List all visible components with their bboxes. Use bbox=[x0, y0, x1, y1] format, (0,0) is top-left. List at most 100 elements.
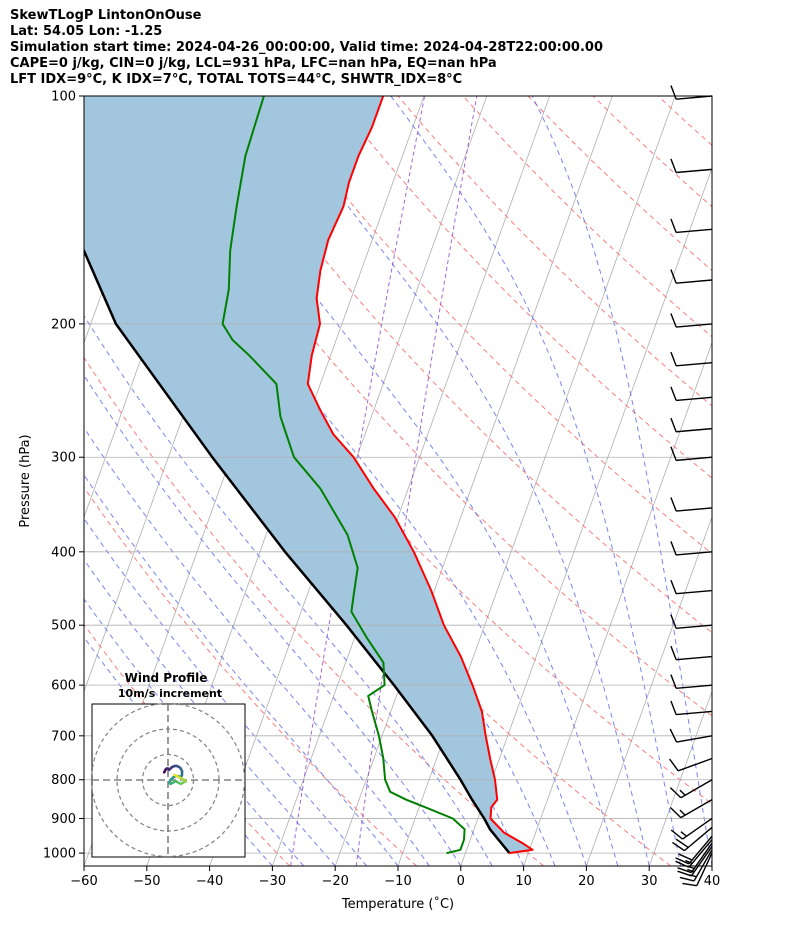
y-tick-label: 100 bbox=[51, 90, 76, 105]
barb-flag bbox=[669, 787, 682, 799]
title-times: Simulation start time: 2024-04-26_00:00:… bbox=[10, 40, 603, 55]
wind-barb bbox=[670, 541, 713, 556]
moist-adiabat-line bbox=[531, 96, 712, 866]
dry-adiabat-line bbox=[332, 96, 712, 479]
hodograph-segment bbox=[173, 773, 179, 778]
title-indices: LFT IDX=9°C, K IDX=7°C, TOTAL TOTS=44°C,… bbox=[10, 72, 463, 87]
barb-shaft bbox=[680, 799, 713, 819]
barb-shaft bbox=[676, 710, 713, 716]
barb-flag bbox=[678, 853, 693, 861]
x-axis-ticks: −60 −50 −40 −30 −20 −10 0 10 20 30 40 bbox=[70, 866, 720, 889]
barb-flag bbox=[677, 867, 692, 874]
dry-adiabat-line bbox=[592, 96, 712, 208]
barb-shaft bbox=[676, 624, 713, 630]
wind-barb bbox=[670, 351, 713, 367]
barb-flag bbox=[670, 313, 677, 328]
isotherm-line bbox=[586, 515, 712, 866]
wind-barb bbox=[669, 779, 713, 799]
x-tick-label: 30 bbox=[641, 874, 658, 889]
barb-flag bbox=[670, 85, 677, 100]
isotherm-line bbox=[397, 96, 676, 866]
x-axis-label: Temperature (˚C) bbox=[341, 896, 454, 912]
chart-title-block: SkewTLogP LintonOnOuse Lat: 54.05 Lon: -… bbox=[10, 8, 603, 88]
wind-barbs bbox=[669, 85, 713, 887]
wind-barb bbox=[677, 846, 713, 877]
barb-shaft bbox=[676, 323, 713, 328]
moist-adiabat-line bbox=[84, 374, 462, 866]
barb-flag bbox=[679, 876, 695, 882]
x-tick-label: −40 bbox=[196, 874, 223, 889]
wind-barb bbox=[669, 728, 713, 743]
title-location: Lat: 54.05 Lon: -1.25 bbox=[10, 24, 163, 39]
y-tick-label: 1000 bbox=[43, 847, 76, 862]
barb-shaft bbox=[690, 842, 713, 873]
barb-shaft bbox=[676, 507, 713, 512]
barb-flag bbox=[675, 857, 690, 865]
barb-shaft bbox=[693, 849, 713, 882]
x-tick-label: −50 bbox=[133, 874, 160, 889]
barb-shaft bbox=[676, 589, 713, 595]
barb-flag bbox=[670, 614, 677, 629]
barb-flag bbox=[670, 386, 677, 401]
barb-shaft bbox=[676, 361, 713, 367]
y-tick-label: 400 bbox=[51, 545, 76, 560]
profile-lines bbox=[84, 96, 534, 855]
barb-flag bbox=[670, 579, 677, 594]
barb-half-flag bbox=[687, 868, 695, 873]
wind-barb bbox=[670, 417, 713, 433]
dry-adiabat-line bbox=[267, 96, 712, 555]
dry-adiabat-line bbox=[657, 96, 712, 146]
barb-shaft bbox=[683, 826, 713, 852]
moist-adiabat-line bbox=[390, 96, 682, 866]
y-tick-label: 500 bbox=[51, 619, 76, 634]
dry-adiabat-line bbox=[462, 96, 712, 338]
barb-flag bbox=[682, 882, 697, 887]
barb-flag bbox=[670, 218, 677, 233]
barb-half-flag bbox=[680, 831, 688, 837]
barb-shaft bbox=[676, 279, 713, 284]
x-tick-label: 20 bbox=[578, 874, 595, 889]
barb-flag bbox=[670, 541, 677, 556]
inset-subtitle: 10m/s increment bbox=[118, 687, 222, 700]
wind-barb bbox=[670, 218, 713, 234]
x-tick-label: −10 bbox=[384, 874, 411, 889]
barb-shaft bbox=[676, 396, 713, 402]
moist-adiabat-line bbox=[84, 598, 305, 866]
x-tick-label: 10 bbox=[515, 874, 532, 889]
barb-flag bbox=[670, 158, 677, 173]
barb-shaft bbox=[676, 551, 713, 556]
title-cape-info: CAPE=0 j/kg, CIN=0 j/kg, LCL=931 hPa, LF… bbox=[10, 56, 497, 71]
wind-barb bbox=[682, 852, 713, 887]
barb-shaft bbox=[676, 95, 713, 100]
barb-shaft bbox=[680, 779, 713, 799]
wind-barb bbox=[675, 835, 713, 865]
barb-half-flag bbox=[679, 809, 686, 816]
isotherm-line bbox=[523, 341, 712, 866]
isotherm-line bbox=[272, 96, 550, 866]
x-tick-label: 0 bbox=[457, 874, 465, 889]
barb-flag bbox=[677, 870, 692, 877]
y-tick-label: 700 bbox=[51, 729, 76, 744]
y-axis-label: Pressure (hPa) bbox=[18, 434, 33, 527]
barb-shaft bbox=[690, 846, 713, 877]
barb-flag bbox=[669, 728, 678, 743]
barb-half-flag bbox=[679, 789, 686, 796]
wind-barb bbox=[670, 158, 713, 174]
wind-barb bbox=[670, 85, 713, 100]
moist-adiabat-line bbox=[84, 558, 336, 866]
barb-flag bbox=[670, 269, 677, 284]
y-axis-ticks: 1000 900 800 700 600 500 400 300 200 100 bbox=[43, 90, 84, 862]
dry-adiabat-line bbox=[84, 486, 417, 866]
dry-adiabat-line bbox=[84, 232, 672, 866]
barb-shaft bbox=[676, 684, 713, 689]
barb-flag bbox=[671, 841, 685, 852]
barb-shaft bbox=[676, 168, 713, 174]
wind-barb bbox=[670, 579, 713, 595]
moist-adiabat-line bbox=[84, 517, 367, 866]
barb-flag bbox=[670, 446, 677, 461]
wind-barb bbox=[670, 386, 713, 402]
wind-barb bbox=[670, 497, 713, 512]
x-tick-label: 40 bbox=[704, 874, 721, 889]
barb-flag bbox=[669, 758, 679, 772]
